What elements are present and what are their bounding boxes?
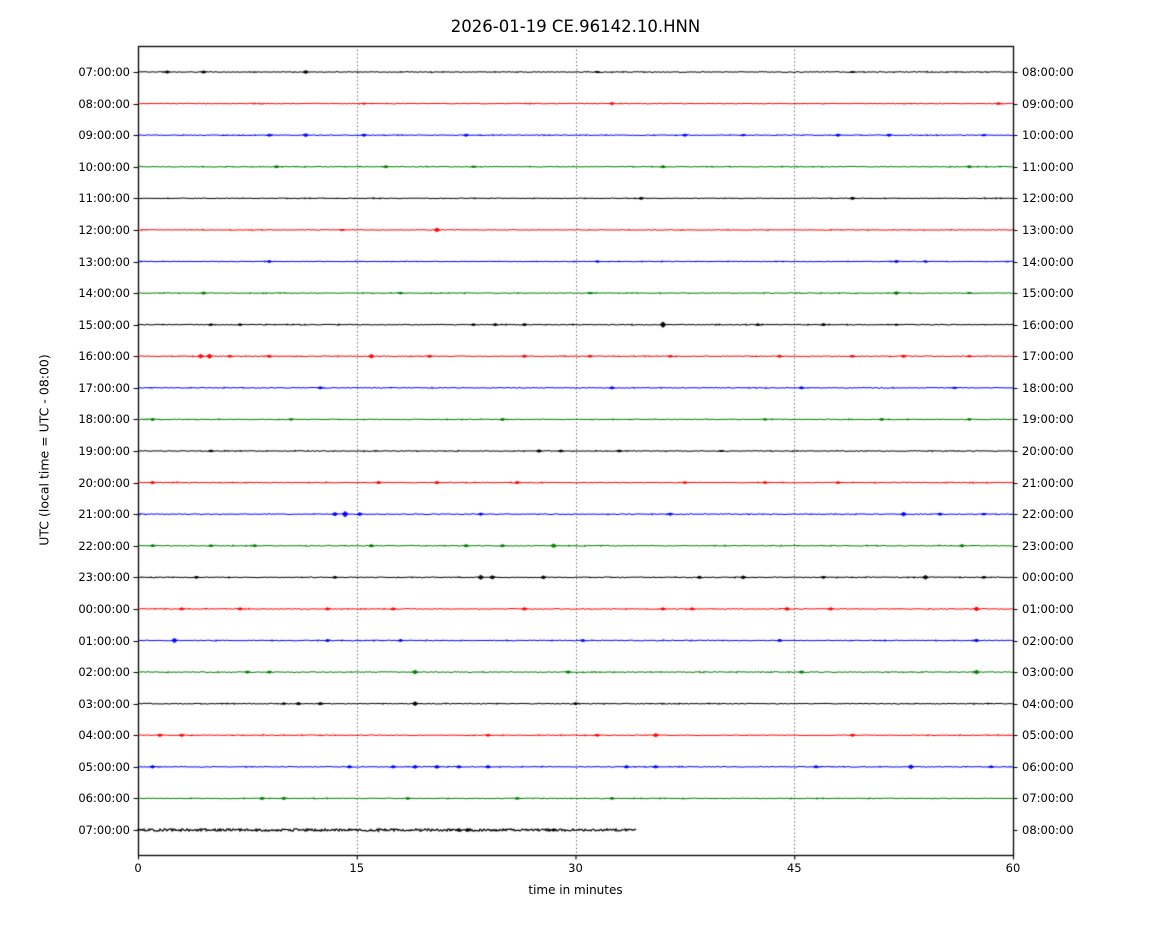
- ytick-label-right: 13:00:00: [1022, 222, 1074, 237]
- ytick-label-right: 19:00:00: [1022, 412, 1074, 427]
- ytick-label-left: 04:00:00: [78, 728, 130, 743]
- ytick-label-right: 01:00:00: [1022, 601, 1074, 616]
- ytick-label-left: 21:00:00: [78, 507, 130, 522]
- ytick-label-left: 22:00:00: [78, 538, 130, 553]
- xtick-label: 45: [786, 861, 802, 875]
- ytick-label-right: 15:00:00: [1022, 286, 1074, 301]
- ytick-label-right: 08:00:00: [1022, 65, 1074, 79]
- ytick-label-left: 11:00:00: [78, 191, 130, 206]
- ytick-label-right: 16:00:00: [1022, 317, 1074, 332]
- ytick-label-right: 04:00:00: [1022, 696, 1074, 711]
- ytick-label-right: 18:00:00: [1022, 380, 1074, 395]
- ytick-label-left: 20:00:00: [78, 475, 130, 490]
- ytick-label-left: 06:00:00: [78, 791, 130, 806]
- ytick-label-left: 00:00:00: [78, 601, 130, 616]
- xtick-label: 30: [568, 861, 583, 875]
- xtick-label: 60: [1005, 861, 1021, 875]
- ytick-label-left: 23:00:00: [78, 570, 130, 585]
- ytick-label-left: 13:00:00: [78, 254, 130, 269]
- ytick-label-right: 07:00:00: [1022, 791, 1074, 806]
- ytick-label-right: 21:00:00: [1022, 475, 1074, 490]
- ytick-label-right: 17:00:00: [1022, 349, 1074, 364]
- ytick-label-left: 18:00:00: [78, 412, 130, 427]
- ytick-label-left: 08:00:00: [78, 96, 130, 111]
- ytick-label-right: 10:00:00: [1022, 128, 1074, 143]
- ytick-label-right: 20:00:00: [1022, 444, 1074, 458]
- ytick-label-left: 07:00:00: [78, 823, 130, 837]
- ytick-label-left: 05:00:00: [78, 759, 130, 774]
- ytick-label-left: 02:00:00: [78, 665, 130, 680]
- ytick-label-right: 09:00:00: [1022, 96, 1074, 111]
- ytick-label-right: 05:00:00: [1022, 728, 1074, 743]
- ytick-label-left: 07:00:00: [78, 65, 130, 79]
- ytick-label-left: 03:00:00: [78, 696, 130, 711]
- ytick-label-left: 01:00:00: [78, 633, 130, 648]
- ytick-label-left: 14:00:00: [78, 286, 130, 301]
- ytick-label-left: 17:00:00: [78, 380, 130, 395]
- ytick-label-right: 06:00:00: [1022, 759, 1074, 774]
- ytick-label-right: 12:00:00: [1022, 191, 1074, 206]
- ytick-label-right: 03:00:00: [1022, 665, 1074, 680]
- ytick-label-left: 19:00:00: [78, 444, 130, 458]
- ytick-label-right: 14:00:00: [1022, 254, 1074, 269]
- ytick-label-right: 23:00:00: [1022, 538, 1074, 553]
- xtick-label: 15: [349, 861, 365, 875]
- ytick-label-right: 22:00:00: [1022, 507, 1074, 522]
- xtick-label: 0: [134, 861, 142, 875]
- ytick-label-left: 10:00:00: [78, 159, 130, 174]
- ytick-label-right: 08:00:00: [1022, 823, 1074, 837]
- ytick-label-right: 00:00:00: [1022, 570, 1074, 585]
- ytick-label-left: 12:00:00: [78, 222, 130, 237]
- ytick-label-left: 09:00:00: [78, 128, 130, 143]
- ytick-label-right: 11:00:00: [1022, 159, 1074, 174]
- ytick-label-left: 16:00:00: [78, 349, 130, 364]
- ytick-label-right: 02:00:00: [1022, 633, 1074, 648]
- ytick-label-left: 15:00:00: [78, 317, 130, 332]
